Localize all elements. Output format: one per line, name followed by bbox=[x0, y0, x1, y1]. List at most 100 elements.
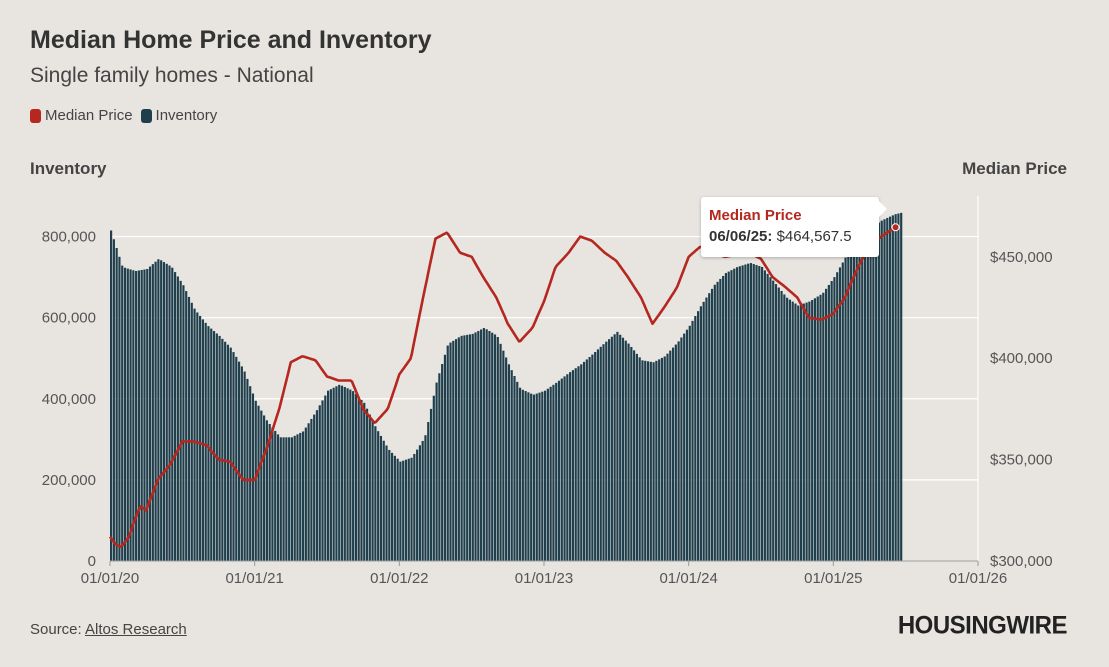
inventory-bar bbox=[805, 302, 808, 561]
inventory-bar bbox=[852, 244, 855, 561]
inventory-bar bbox=[886, 217, 889, 561]
inventory-bar bbox=[527, 392, 530, 561]
inventory-bar bbox=[457, 337, 460, 561]
inventory-bar bbox=[602, 344, 605, 561]
inventory-bar bbox=[685, 329, 689, 561]
inventory-bar bbox=[816, 296, 819, 561]
inventory-bar bbox=[546, 388, 549, 561]
inventory-bar bbox=[338, 384, 341, 561]
inventory-bar bbox=[638, 357, 641, 561]
inventory-bar bbox=[708, 293, 711, 561]
inventory-bar bbox=[137, 270, 141, 561]
inventory-bar bbox=[582, 361, 586, 561]
inventory-bar bbox=[813, 298, 817, 561]
inventory-bar bbox=[438, 373, 441, 561]
inventory-bar bbox=[646, 361, 650, 561]
inventory-bar bbox=[566, 374, 569, 561]
inventory-bar bbox=[666, 353, 669, 561]
inventory-bar bbox=[265, 420, 268, 561]
inventory-bar bbox=[585, 359, 588, 561]
inventory-bar bbox=[619, 334, 622, 561]
inventory-bar bbox=[221, 338, 224, 561]
inventory-bar bbox=[368, 414, 371, 561]
inventory-bar bbox=[343, 386, 346, 561]
inventory-bar bbox=[110, 230, 113, 561]
inventory-bar bbox=[630, 346, 633, 561]
inventory-bar bbox=[544, 390, 547, 561]
inventory-bar bbox=[697, 311, 700, 561]
inventory-bar bbox=[738, 266, 741, 561]
x-tick-label: 01/01/20 bbox=[81, 570, 139, 587]
inventory-bar bbox=[752, 264, 755, 561]
inventory-bar bbox=[335, 386, 338, 561]
inventory-bar bbox=[683, 333, 686, 561]
inventory-bar bbox=[315, 410, 319, 561]
inventory-bar bbox=[482, 328, 485, 561]
chart-subtitle: Single family homes - National bbox=[30, 64, 314, 87]
inventory-bar bbox=[677, 341, 680, 561]
legend-item-inventory[interactable]: Inventory bbox=[140, 107, 217, 124]
inventory-bar bbox=[176, 276, 179, 561]
inventory-bar bbox=[880, 220, 883, 561]
inventory-bar bbox=[788, 299, 792, 561]
chart-title: Median Home Price and Inventory bbox=[30, 26, 432, 54]
inventory-bar bbox=[763, 270, 766, 561]
axes-group: 0 200,000 400,000 600,000 800,000 $300,000 $35… bbox=[42, 229, 1053, 587]
inventory-bar bbox=[727, 271, 730, 561]
source-link[interactable]: Altos Research bbox=[85, 621, 187, 638]
inventory-bar bbox=[251, 393, 255, 561]
tooltip-date: 06/06/25: bbox=[709, 228, 773, 245]
inventory-bar bbox=[304, 427, 307, 561]
inventory-bar bbox=[710, 288, 714, 561]
inventory-bar bbox=[443, 354, 447, 561]
inventory-bar bbox=[246, 378, 249, 561]
x-tick-label: 01/01/23 bbox=[515, 570, 573, 587]
inventory-bar bbox=[243, 371, 246, 561]
inventory-bar bbox=[516, 381, 519, 561]
inventory-bar bbox=[329, 389, 332, 561]
x-tick-label: 01/01/22 bbox=[370, 570, 428, 587]
inventory-bar bbox=[569, 372, 572, 561]
legend-label-median-price: Median Price bbox=[45, 107, 133, 124]
inventory-bar bbox=[702, 301, 705, 561]
inventory-bar bbox=[226, 344, 230, 561]
inventory-bar bbox=[521, 389, 524, 561]
inventory-bar bbox=[499, 343, 502, 561]
left-tick-label: 0 bbox=[88, 553, 96, 570]
inventory-bar bbox=[883, 219, 886, 561]
inventory-bar bbox=[143, 269, 146, 561]
inventory-bar bbox=[563, 376, 566, 561]
source-prefix: Source: bbox=[30, 621, 82, 638]
legend-item-median-price[interactable]: Median Price bbox=[30, 107, 133, 124]
inventory-bar bbox=[274, 430, 277, 561]
inventory-bar bbox=[421, 440, 424, 561]
inventory-bar bbox=[557, 380, 561, 561]
inventory-bar bbox=[340, 385, 344, 561]
inventory-bar bbox=[580, 364, 583, 561]
inventory-bar bbox=[786, 297, 789, 561]
inventory-bar bbox=[794, 303, 797, 561]
inventory-bar bbox=[596, 349, 600, 561]
x-tick-label: 01/01/21 bbox=[225, 570, 283, 587]
inventory-bar bbox=[641, 360, 644, 561]
inventory-bar bbox=[524, 391, 527, 561]
inventory-bar bbox=[722, 275, 725, 561]
inventory-bar bbox=[588, 356, 591, 561]
inventory-bar bbox=[207, 326, 210, 561]
inventory-bar bbox=[769, 277, 772, 561]
inventory-bar bbox=[357, 396, 360, 561]
inventory-bar bbox=[530, 393, 533, 561]
inventory-bar bbox=[780, 291, 783, 561]
inventory-bar bbox=[613, 334, 616, 561]
inventory-bar bbox=[390, 452, 394, 561]
inventory-bar bbox=[271, 427, 274, 561]
inventory-bar bbox=[872, 226, 875, 561]
inventory-bar bbox=[463, 335, 466, 561]
inventory-bar bbox=[688, 325, 691, 561]
right-tick-label: $450,000 bbox=[990, 249, 1053, 266]
inventory-bar bbox=[658, 359, 661, 561]
inventory-bar bbox=[747, 263, 750, 561]
inventory-bar bbox=[162, 262, 166, 561]
inventory-bar bbox=[838, 267, 842, 561]
inventory-bar bbox=[354, 394, 358, 561]
